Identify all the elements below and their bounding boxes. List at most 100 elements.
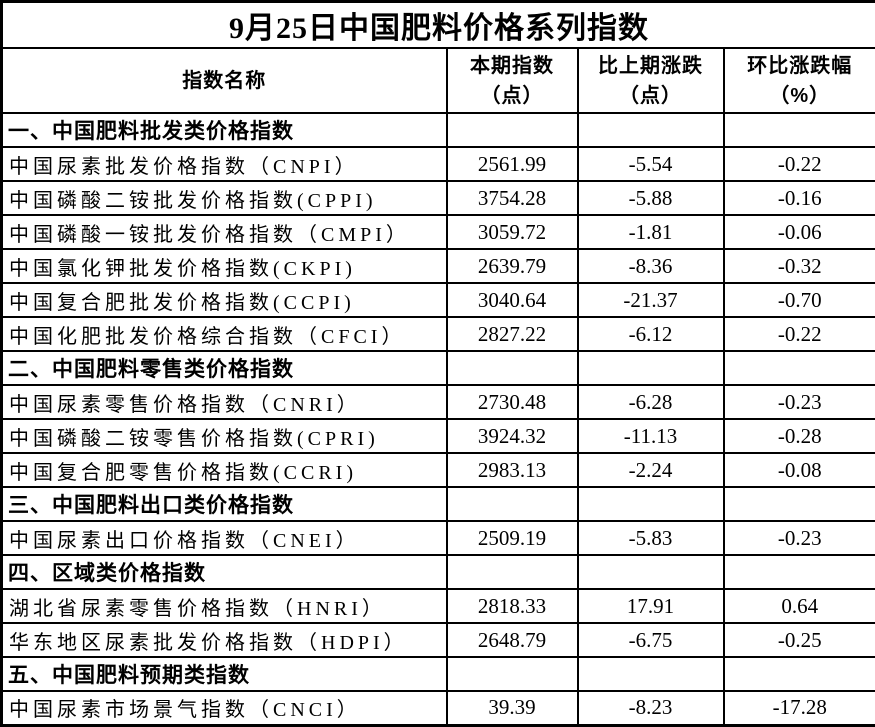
change-points-cell: -1.81 (578, 215, 724, 249)
current-index-cell (447, 487, 578, 521)
data-row: 中国尿素出口价格指数（CNEI）2509.19-5.83-0.23 (2, 521, 875, 555)
pct-change-cell: -0.70 (724, 283, 875, 317)
section-row: 四、区域类价格指数 (2, 555, 875, 589)
data-row: 中国氯化钾批发价格指数(CKPI)2639.79-8.36-0.32 (2, 249, 875, 283)
pct-change-cell (724, 487, 875, 521)
pct-change-cell: -0.28 (724, 419, 875, 453)
pct-change-cell: -0.08 (724, 453, 875, 487)
current-index-cell: 3059.72 (447, 215, 578, 249)
change-points-cell: -2.24 (578, 453, 724, 487)
data-row: 中国尿素批发价格指数（CNPI）2561.99-5.54-0.22 (2, 147, 875, 181)
current-index-cell (447, 657, 578, 691)
index-name-cell: 中国氯化钾批发价格指数(CKPI) (2, 249, 447, 283)
column-header-pct-change-line1: 环比涨跌幅 (747, 55, 852, 77)
change-points-cell (578, 351, 724, 385)
section-row: 三、中国肥料出口类价格指数 (2, 487, 875, 521)
table-body: 一、中国肥料批发类价格指数中国尿素批发价格指数（CNPI）2561.99-5.5… (2, 113, 875, 725)
index-name-cell: 中国尿素出口价格指数（CNEI） (2, 521, 447, 555)
column-header-pct-change: 环比涨跌幅 （%） (724, 48, 875, 113)
current-index-cell (447, 555, 578, 589)
change-points-cell: -5.83 (578, 521, 724, 555)
column-header-current-index: 本期指数 （点） (447, 48, 578, 113)
index-name-cell: 中国尿素零售价格指数（CNRI） (2, 385, 447, 419)
current-index-cell: 2730.48 (447, 385, 578, 419)
pct-change-cell: -0.22 (724, 317, 875, 351)
change-points-cell (578, 487, 724, 521)
current-index-cell: 2648.79 (447, 623, 578, 657)
current-index-cell: 2818.33 (447, 589, 578, 623)
pct-change-cell (724, 113, 875, 147)
section-row: 五、中国肥料预期类指数 (2, 657, 875, 691)
current-index-cell: 3924.32 (447, 419, 578, 453)
change-points-cell: -5.88 (578, 181, 724, 215)
pct-change-cell: -0.06 (724, 215, 875, 249)
data-row: 中国尿素市场景气指数（CNCI）39.39-8.23-17.28 (2, 691, 875, 725)
change-points-cell: -21.37 (578, 283, 724, 317)
index-name-cell: 中国复合肥零售价格指数(CCRI) (2, 453, 447, 487)
pct-change-cell: -0.23 (724, 385, 875, 419)
column-header-pct-change-line2: （%） (769, 85, 830, 107)
section-title-cell: 一、中国肥料批发类价格指数 (2, 113, 447, 147)
pct-change-cell: 0.64 (724, 589, 875, 623)
current-index-cell (447, 351, 578, 385)
index-name-cell: 中国尿素市场景气指数（CNCI） (2, 691, 447, 725)
index-name-cell: 华东地区尿素批发价格指数（HDPI） (2, 623, 447, 657)
pct-change-cell: -0.23 (724, 521, 875, 555)
section-title-cell: 五、中国肥料预期类指数 (2, 657, 447, 691)
index-name-cell: 中国复合肥批发价格指数(CCPI) (2, 283, 447, 317)
pct-change-cell (724, 657, 875, 691)
current-index-cell: 3754.28 (447, 181, 578, 215)
data-row: 中国尿素零售价格指数（CNRI）2730.48-6.28-0.23 (2, 385, 875, 419)
current-index-cell: 2827.22 (447, 317, 578, 351)
index-name-cell: 中国尿素批发价格指数（CNPI） (2, 147, 447, 181)
data-row: 中国化肥批发价格综合指数（CFCI）2827.22-6.12-0.22 (2, 317, 875, 351)
column-header-current-index-line1: 本期指数 (470, 55, 554, 77)
data-row: 华东地区尿素批发价格指数（HDPI）2648.79-6.75-0.25 (2, 623, 875, 657)
pct-change-cell (724, 555, 875, 589)
pct-change-cell: -17.28 (724, 691, 875, 725)
current-index-cell: 2509.19 (447, 521, 578, 555)
section-title-cell: 四、区域类价格指数 (2, 555, 447, 589)
data-row: 中国复合肥零售价格指数(CCRI)2983.13-2.24-0.08 (2, 453, 875, 487)
current-index-cell: 3040.64 (447, 283, 578, 317)
section-row: 二、中国肥料零售类价格指数 (2, 351, 875, 385)
change-points-cell: -11.13 (578, 419, 724, 453)
change-points-cell: -8.36 (578, 249, 724, 283)
index-name-cell: 中国磷酸二铵批发价格指数(CPPI) (2, 181, 447, 215)
change-points-cell (578, 555, 724, 589)
change-points-cell: -6.12 (578, 317, 724, 351)
index-name-cell: 湖北省尿素零售价格指数（HNRI） (2, 589, 447, 623)
change-points-cell (578, 113, 724, 147)
pct-change-cell: -0.32 (724, 249, 875, 283)
section-title-cell: 三、中国肥料出口类价格指数 (2, 487, 447, 521)
data-row: 中国磷酸二铵零售价格指数(CPRI)3924.32-11.13-0.28 (2, 419, 875, 453)
column-header-change-line1: 比上期涨跌 (598, 55, 703, 77)
column-header-current-index-line2: （点） (481, 85, 544, 107)
column-header-change-line2: （点） (619, 85, 682, 107)
pct-change-cell: -0.22 (724, 147, 875, 181)
data-row: 中国磷酸一铵批发价格指数（CMPI）3059.72-1.81-0.06 (2, 215, 875, 249)
index-name-cell: 中国磷酸一铵批发价格指数（CMPI） (2, 215, 447, 249)
pct-change-cell (724, 351, 875, 385)
data-row: 中国复合肥批发价格指数(CCPI)3040.64-21.37-0.70 (2, 283, 875, 317)
current-index-cell: 2561.99 (447, 147, 578, 181)
data-row: 中国磷酸二铵批发价格指数(CPPI)3754.28-5.88-0.16 (2, 181, 875, 215)
current-index-cell: 2639.79 (447, 249, 578, 283)
column-header-row: 指数名称 本期指数 （点） 比上期涨跌 （点） 环比涨跌幅 （%） (2, 48, 875, 113)
column-header-change: 比上期涨跌 （点） (578, 48, 724, 113)
current-index-cell (447, 113, 578, 147)
table-title: 9月25日中国肥料价格系列指数 (2, 2, 875, 49)
current-index-cell: 39.39 (447, 691, 578, 725)
column-header-index-name: 指数名称 (2, 48, 447, 113)
pct-change-cell: -0.25 (724, 623, 875, 657)
change-points-cell: -8.23 (578, 691, 724, 725)
change-points-cell: -6.28 (578, 385, 724, 419)
title-row: 9月25日中国肥料价格系列指数 (2, 2, 875, 49)
index-name-cell: 中国化肥批发价格综合指数（CFCI） (2, 317, 447, 351)
index-name-cell: 中国磷酸二铵零售价格指数(CPRI) (2, 419, 447, 453)
section-title-cell: 二、中国肥料零售类价格指数 (2, 351, 447, 385)
change-points-cell (578, 657, 724, 691)
